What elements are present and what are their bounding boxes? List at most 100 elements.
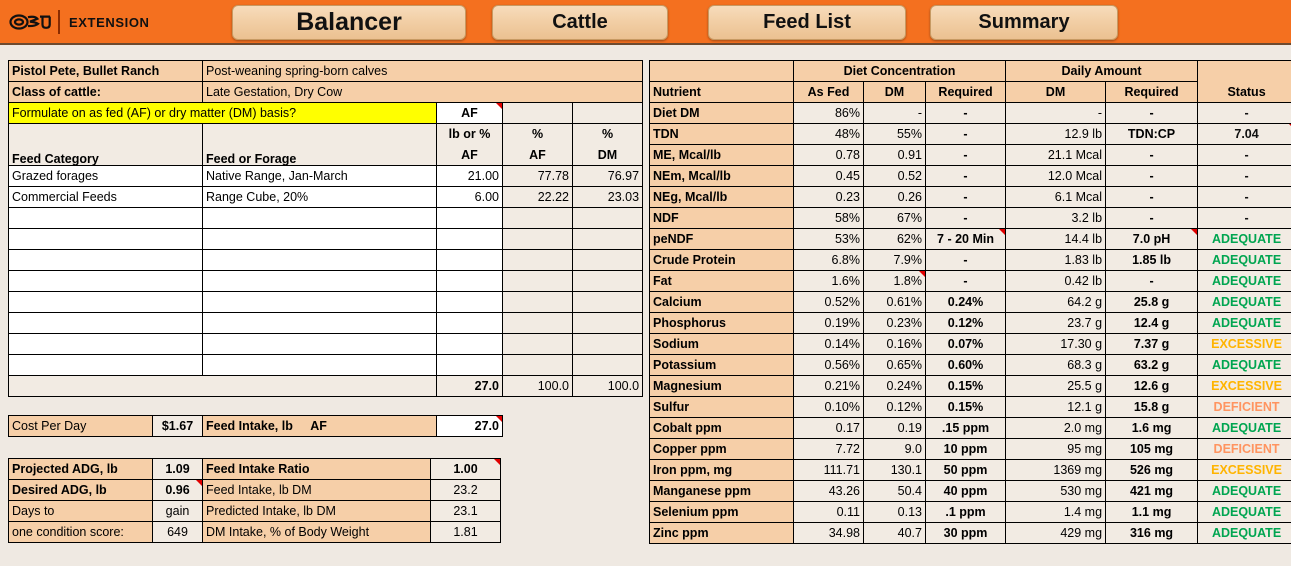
days-to-label: Days to — [8, 500, 153, 522]
nutrient-name-cell: Calcium — [649, 291, 794, 313]
feed-name-cell[interactable] — [202, 207, 437, 229]
as-fed-cell: 48% — [793, 123, 864, 145]
dm-amount-cell: 1369 mg — [1005, 459, 1107, 481]
dm-amount-cell: 17.30 g — [1005, 333, 1107, 355]
condition-score-label: one condition score: — [8, 521, 153, 543]
table-row: ME, Mcal/lb 0.78 0.91-21.1 Mcal - - — [649, 144, 1291, 166]
basis-row: Formulate on as fed (AF) or dry matter (… — [8, 102, 644, 124]
table-row[interactable] — [8, 291, 644, 313]
required-concentration-cell: - — [924, 249, 1007, 271]
basis-spacer-2 — [571, 102, 644, 124]
class-value[interactable]: Late Gestation, Dry Cow — [201, 81, 644, 103]
feed-intake-ratio-label: Feed Intake Ratio — [202, 458, 431, 480]
as-fed-cell: 0.78 — [793, 144, 864, 166]
feed-name-cell[interactable] — [202, 354, 437, 376]
feed-name-cell[interactable] — [202, 291, 437, 313]
feed-pct-dm-cell: 76.97 — [571, 165, 644, 187]
as-fed-cell: 0.56% — [793, 354, 864, 376]
feed-name-cell[interactable]: Range Cube, 20% — [202, 186, 437, 208]
dm-concentration-cell: 0.13 — [863, 501, 926, 523]
table-row[interactable]: Grazed forages Native Range, Jan-March 2… — [8, 165, 644, 187]
cost-intake-strip[interactable]: Cost Per Day $1.67 Feed Intake, lb AF 27… — [8, 415, 503, 437]
table-row[interactable] — [8, 207, 644, 229]
feed-name-cell[interactable] — [202, 333, 437, 355]
as-fed-cell: 0.21% — [793, 375, 864, 397]
required-amount-cell: 1.1 mg — [1105, 501, 1199, 523]
feed-amount-cell[interactable]: 21.00 — [436, 165, 503, 187]
table-row[interactable] — [8, 270, 644, 292]
feed-intake-ratio-value[interactable]: 1.00 — [430, 458, 501, 480]
feed-category-cell[interactable] — [8, 228, 203, 250]
dm-concentration-cell: 1.8% — [863, 270, 926, 292]
dm-concentration-cell: 62% — [863, 228, 926, 250]
dm-amount-cell: 64.2 g — [1005, 291, 1107, 313]
feed-amount-cell[interactable] — [436, 312, 503, 334]
feed-category-cell[interactable] — [8, 270, 203, 292]
totals-spacer — [8, 375, 437, 397]
feed-amount-cell[interactable]: 6.00 — [436, 186, 503, 208]
feed-category-cell[interactable] — [8, 249, 203, 271]
basis-input[interactable]: AF — [436, 102, 503, 124]
as-fed-cell: 43.26 — [793, 480, 864, 502]
feed-pct-dm-cell — [571, 312, 644, 334]
header-feed-category: Feed Category — [8, 123, 203, 166]
as-fed-cell: 0.11 — [793, 501, 864, 523]
feed-amount-cell[interactable] — [436, 249, 503, 271]
feed-name-cell[interactable]: Native Range, Jan-March — [202, 165, 437, 187]
required-amount-cell: 1.6 mg — [1105, 417, 1199, 439]
required-amount-cell: 15.8 g — [1105, 396, 1199, 418]
feed-amount-cell[interactable] — [436, 333, 503, 355]
required-amount-cell: - — [1105, 270, 1199, 292]
desired-adg-value[interactable]: 0.96 — [152, 479, 203, 501]
feed-category-cell[interactable] — [8, 312, 203, 334]
dm-concentration-cell: 0.26 — [863, 186, 926, 208]
tab-feed-list[interactable]: Feed List — [708, 5, 906, 40]
feed-category-cell[interactable] — [8, 291, 203, 313]
feed-name-cell[interactable] — [202, 228, 437, 250]
required-amount-cell: 7.0 pH — [1105, 228, 1199, 250]
table-row[interactable] — [8, 249, 644, 271]
nutrient-analysis-table[interactable]: Diet Concentration Daily Amount Nutrient… — [649, 60, 1291, 544]
nutrient-name-cell: Sodium — [649, 333, 794, 355]
tab-cattle[interactable]: Cattle — [492, 5, 668, 40]
table-row[interactable]: Commercial Feeds Range Cube, 20% 6.00 22… — [8, 186, 644, 208]
table-row[interactable] — [8, 354, 644, 376]
table-row[interactable] — [8, 333, 644, 355]
feed-name-cell[interactable] — [202, 312, 437, 334]
dm-amount-cell: 0.42 lb — [1005, 270, 1107, 292]
performance-summary-table[interactable]: Projected ADG, lb 1.09 Feed Intake Ratio… — [8, 458, 501, 543]
feed-intake-input[interactable]: 27.0 — [436, 415, 503, 437]
ranch-note[interactable]: Post-weaning spring-born calves — [201, 60, 644, 82]
required-concentration-cell: - — [924, 102, 1007, 124]
table-row: NDF 58% 67% -3.2 lb - - — [649, 207, 1291, 229]
feed-name-cell[interactable] — [202, 270, 437, 292]
feed-formulation-table[interactable]: Pistol Pete, Bullet Ranch Post-weaning s… — [8, 60, 644, 397]
nutrient-name-cell: Sulfur — [649, 396, 794, 418]
dm-amount-cell: 12.9 lb — [1005, 123, 1107, 145]
table-row: Potassium 0.56% 0.65% 0.60% 68.3 g 63.2 g ADEQ… — [649, 354, 1291, 376]
feed-category-cell[interactable] — [8, 333, 203, 355]
feed-amount-cell[interactable] — [436, 228, 503, 250]
nutrient-name-cell: Potassium — [649, 354, 794, 376]
feed-amount-cell[interactable] — [436, 270, 503, 292]
feed-category-cell[interactable] — [8, 207, 203, 229]
feed-category-cell[interactable] — [8, 354, 203, 376]
table-row[interactable] — [8, 312, 644, 334]
nutrient-name-cell: Copper ppm — [649, 438, 794, 460]
feed-amount-cell[interactable] — [436, 207, 503, 229]
status-badge: - — [1197, 144, 1291, 166]
dm-amount-cell: 25.5 g — [1005, 375, 1107, 397]
feed-category-cell[interactable]: Commercial Feeds — [8, 186, 203, 208]
table-row[interactable] — [8, 228, 644, 250]
feed-name-cell[interactable] — [202, 249, 437, 271]
required-amount-cell: - — [1105, 144, 1199, 166]
tab-summary[interactable]: Summary — [930, 5, 1118, 40]
tab-balancer[interactable]: Balancer — [232, 5, 466, 40]
feed-amount-cell[interactable] — [436, 291, 503, 313]
table-row: NEg, Mcal/lb 0.23 0.26-6.1 Mcal - - — [649, 186, 1291, 208]
required-concentration-cell: 50 ppm — [924, 459, 1007, 481]
feed-amount-cell[interactable] — [436, 354, 503, 376]
col-header-row-bottom: AF AF DM — [9, 144, 644, 166]
required-amount-cell: - — [1105, 102, 1199, 124]
feed-category-cell[interactable]: Grazed forages — [8, 165, 203, 187]
